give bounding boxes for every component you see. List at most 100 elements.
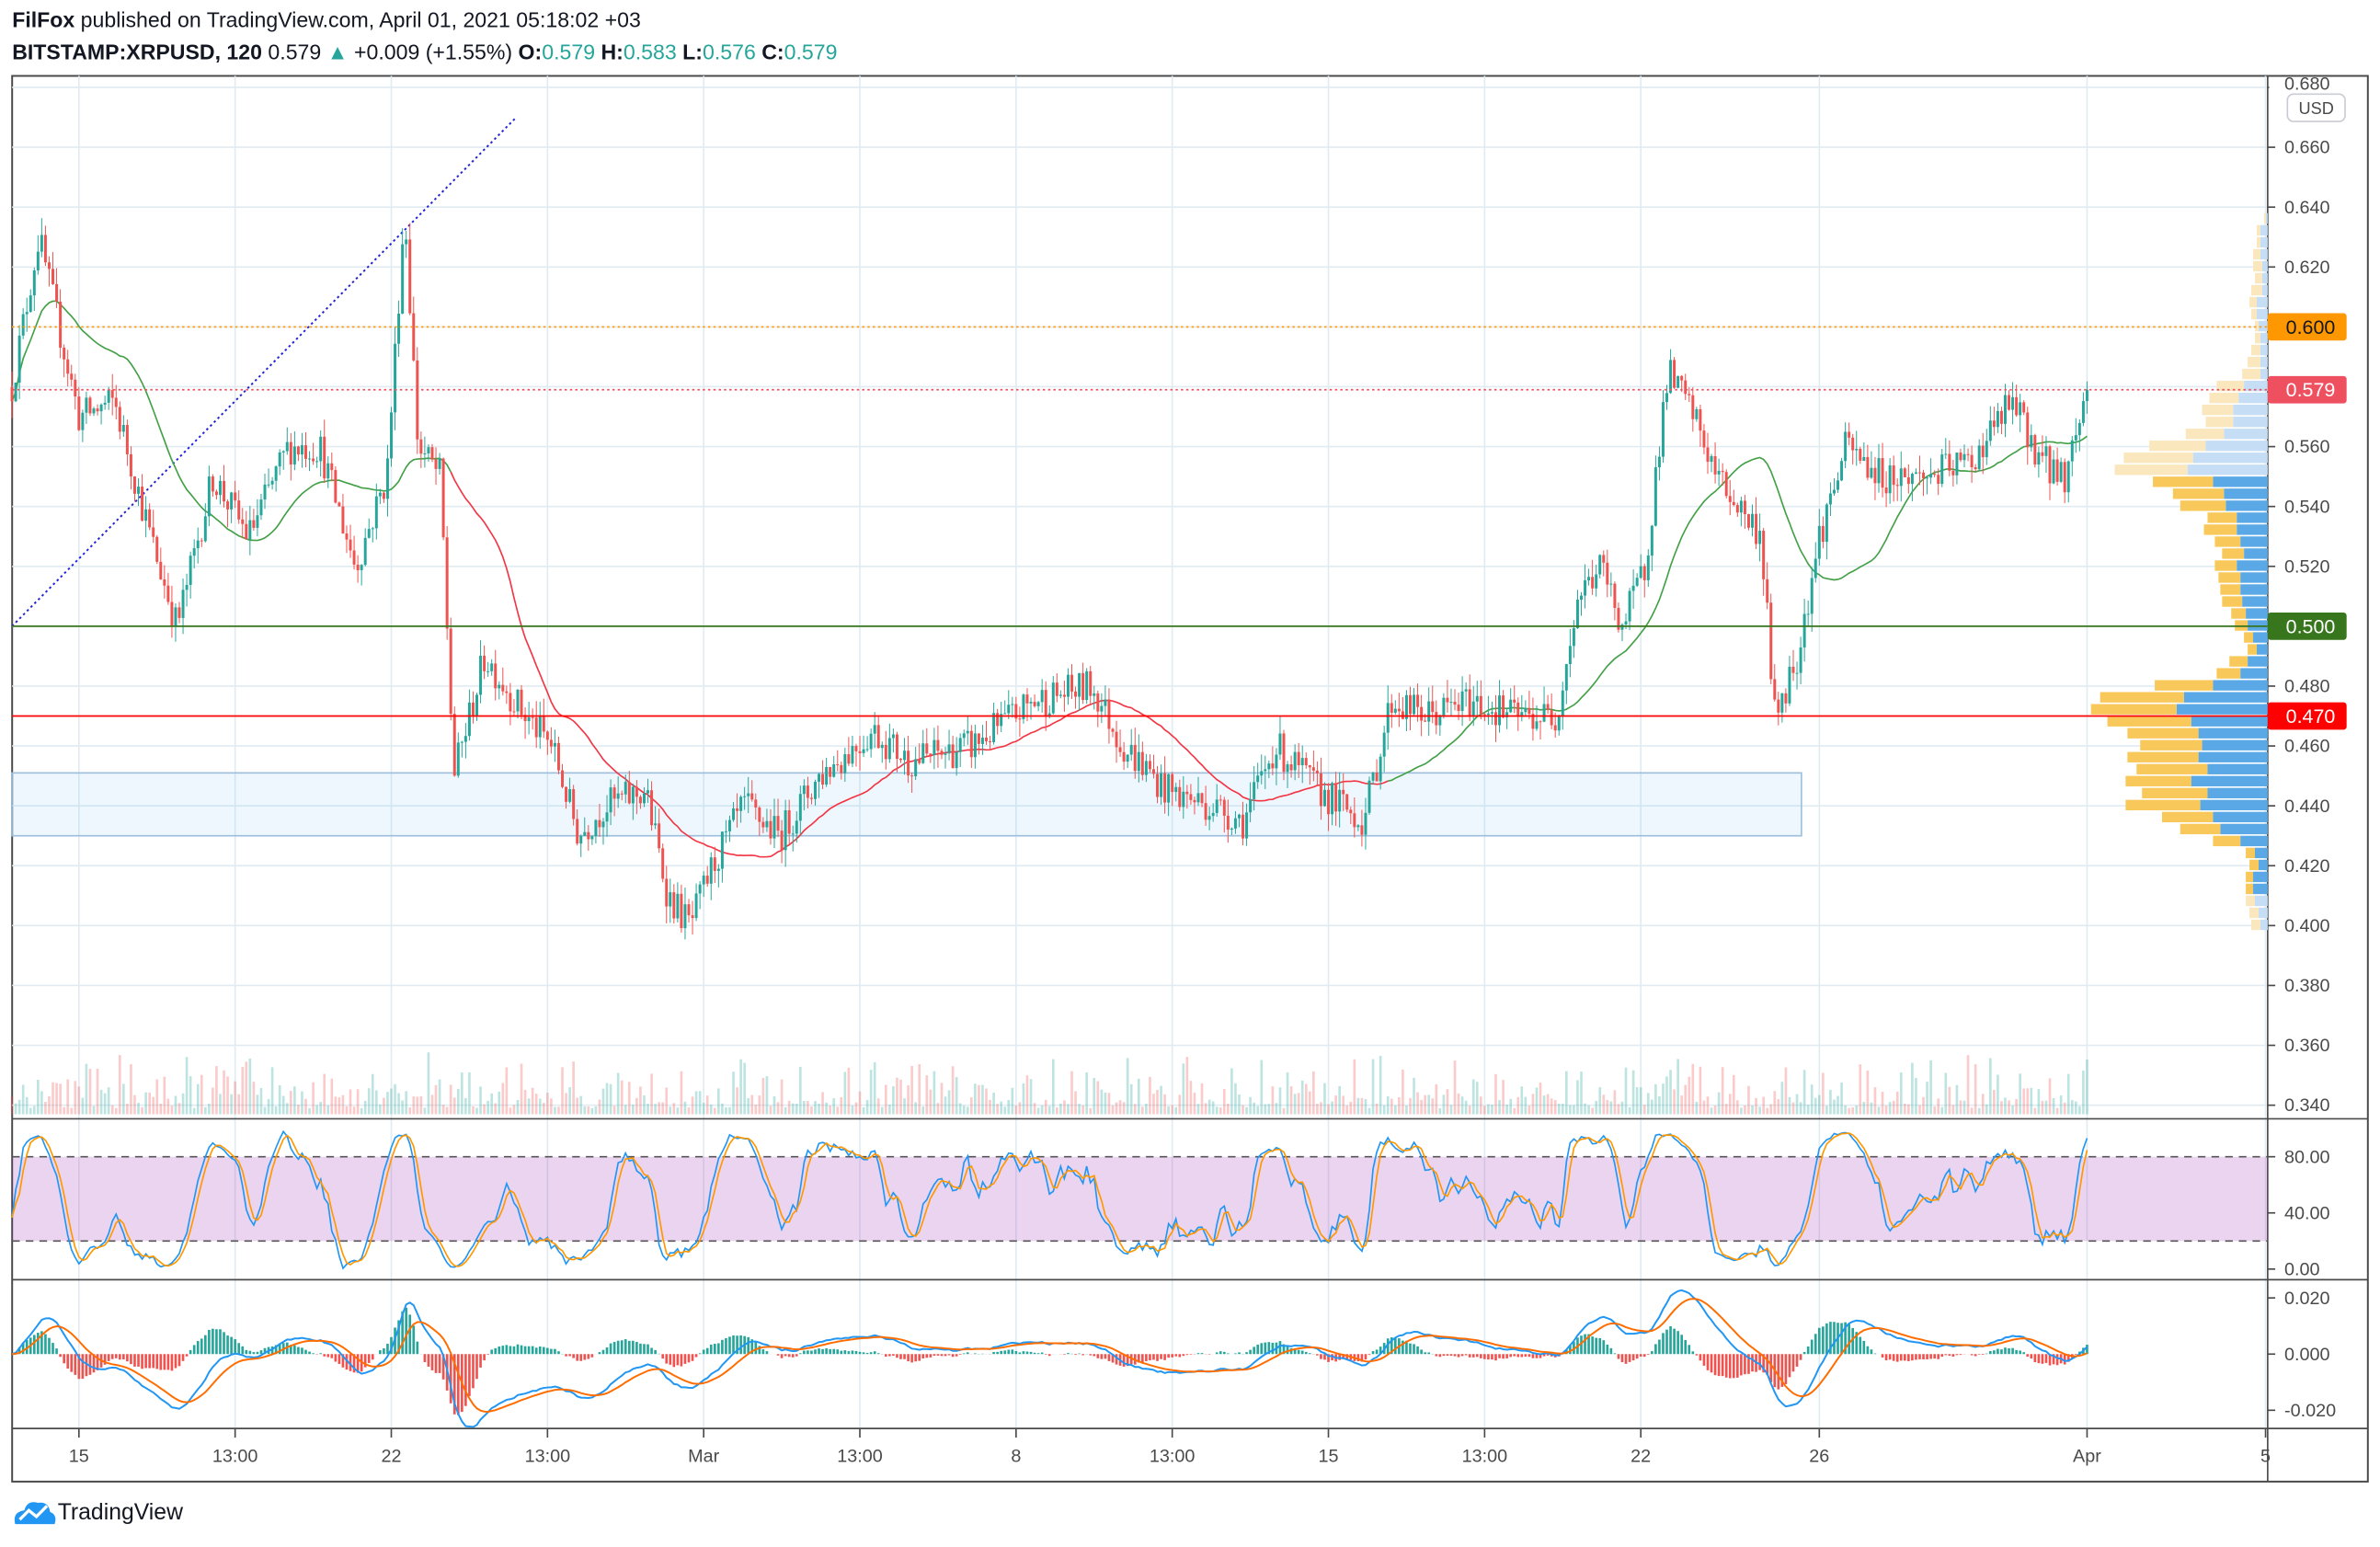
candle bbox=[1777, 692, 1780, 726]
macd-histogram-bar bbox=[709, 1344, 713, 1355]
candle bbox=[829, 766, 832, 785]
volume-bar bbox=[1959, 1100, 1962, 1115]
candle bbox=[155, 534, 159, 565]
volume-bar bbox=[1174, 1106, 1178, 1115]
volume-bar bbox=[1353, 1059, 1356, 1115]
candle-body bbox=[538, 716, 542, 738]
candle bbox=[1427, 687, 1431, 737]
volume-profile-up-bar bbox=[2198, 751, 2268, 762]
candle-body bbox=[1929, 474, 1933, 478]
volume-bar bbox=[1204, 1103, 1207, 1115]
macd-histogram-bar bbox=[81, 1354, 85, 1380]
candle-body bbox=[858, 751, 862, 753]
macd-histogram-bar bbox=[1802, 1351, 1806, 1355]
candle bbox=[2008, 390, 2011, 411]
candle-body bbox=[1397, 708, 1401, 712]
volume-profile-up-bar bbox=[2191, 716, 2268, 727]
macd-histogram-bar bbox=[405, 1307, 407, 1355]
volume-bar bbox=[252, 1082, 256, 1115]
volume-profile-up-bar bbox=[2260, 344, 2268, 356]
support-zone-rectangle[interactable] bbox=[11, 772, 1802, 837]
currency-badge[interactable] bbox=[2286, 93, 2346, 122]
candle bbox=[1609, 572, 1613, 597]
author-name[interactable]: FilFox bbox=[12, 7, 75, 32]
time-axis-label: 15 bbox=[1319, 1446, 1339, 1466]
volume-bar bbox=[1416, 1092, 1419, 1115]
macd-histogram-bar bbox=[1464, 1354, 1468, 1356]
macd-histogram-bar bbox=[155, 1354, 159, 1369]
candle-body bbox=[891, 734, 895, 739]
candle-body bbox=[59, 302, 63, 349]
candle bbox=[825, 757, 829, 787]
candle-body bbox=[1873, 467, 1877, 484]
macd-histogram-bar bbox=[1635, 1354, 1639, 1359]
candle-body bbox=[110, 390, 114, 398]
candle-body bbox=[1546, 704, 1550, 711]
macd-histogram-bar bbox=[725, 1337, 727, 1355]
trendline[interactable] bbox=[11, 116, 518, 627]
candle bbox=[821, 760, 825, 790]
volume-bar bbox=[1892, 1100, 1895, 1115]
candle-body bbox=[1788, 666, 1791, 704]
candle bbox=[1848, 422, 1851, 446]
candle-body bbox=[1475, 695, 1479, 702]
volume-bar bbox=[1851, 1106, 1855, 1115]
volume-bar bbox=[1323, 1083, 1326, 1115]
volume-bar bbox=[572, 1061, 575, 1115]
candle-body bbox=[1535, 721, 1539, 729]
candle bbox=[1390, 693, 1393, 728]
volume-profile-up-bar bbox=[2261, 260, 2268, 272]
volume-bar bbox=[1710, 1107, 1713, 1115]
volume-bar bbox=[144, 1092, 147, 1115]
volume-bar bbox=[721, 1103, 724, 1115]
candle-body bbox=[914, 759, 918, 777]
macd-histogram-bar bbox=[903, 1354, 906, 1359]
macd-histogram-bar bbox=[847, 1351, 851, 1355]
candle bbox=[1832, 477, 1836, 497]
volume-bar bbox=[876, 1098, 880, 1115]
volume-profile-down-bar bbox=[2142, 787, 2208, 798]
candle bbox=[1516, 697, 1520, 731]
candle-body bbox=[1297, 751, 1300, 766]
candle bbox=[1479, 680, 1482, 720]
macd-histogram-bar bbox=[1371, 1351, 1375, 1355]
volume-profile-down-bar bbox=[2244, 632, 2254, 643]
volume-bar bbox=[1085, 1071, 1089, 1115]
tradingview-logo[interactable]: TradingView bbox=[12, 1496, 183, 1527]
volume-bar bbox=[546, 1093, 549, 1115]
macd-histogram-bar bbox=[609, 1343, 612, 1355]
candle-body bbox=[1799, 647, 1802, 673]
macd-histogram-bar bbox=[914, 1354, 917, 1362]
candle-body bbox=[2015, 396, 2019, 416]
macd-histogram-bar bbox=[1680, 1335, 1684, 1355]
candle-body bbox=[1699, 408, 1702, 431]
volume-bar bbox=[1985, 1104, 1988, 1115]
macd-histogram-bar bbox=[1691, 1351, 1695, 1355]
volume-bar bbox=[315, 1105, 318, 1115]
price-axis-label: 0.440 bbox=[2284, 796, 2330, 817]
candle bbox=[1937, 468, 1940, 496]
volume-bar bbox=[1133, 1104, 1137, 1115]
candle bbox=[787, 799, 791, 846]
candle bbox=[1182, 776, 1185, 819]
candle-body bbox=[170, 602, 174, 626]
candle-body bbox=[680, 893, 683, 929]
volume-bar bbox=[836, 1106, 840, 1115]
candle bbox=[449, 617, 452, 721]
candle-body bbox=[973, 733, 977, 758]
macd-histogram-bar bbox=[427, 1354, 430, 1367]
macd-histogram-bar bbox=[1573, 1341, 1575, 1355]
candle bbox=[2048, 444, 2052, 500]
candle-body bbox=[992, 713, 996, 743]
volume-bar bbox=[1126, 1058, 1129, 1115]
macd-histogram-bar bbox=[1895, 1354, 1899, 1362]
volume-bar bbox=[1895, 1091, 1899, 1115]
candle-body bbox=[1502, 695, 1505, 717]
volume-bar bbox=[616, 1072, 620, 1115]
time-axis-label: 15 bbox=[69, 1446, 89, 1466]
candle bbox=[1126, 754, 1129, 768]
candle-body bbox=[1140, 751, 1144, 775]
candle-body bbox=[1755, 513, 1758, 544]
candle-body bbox=[1442, 697, 1446, 716]
